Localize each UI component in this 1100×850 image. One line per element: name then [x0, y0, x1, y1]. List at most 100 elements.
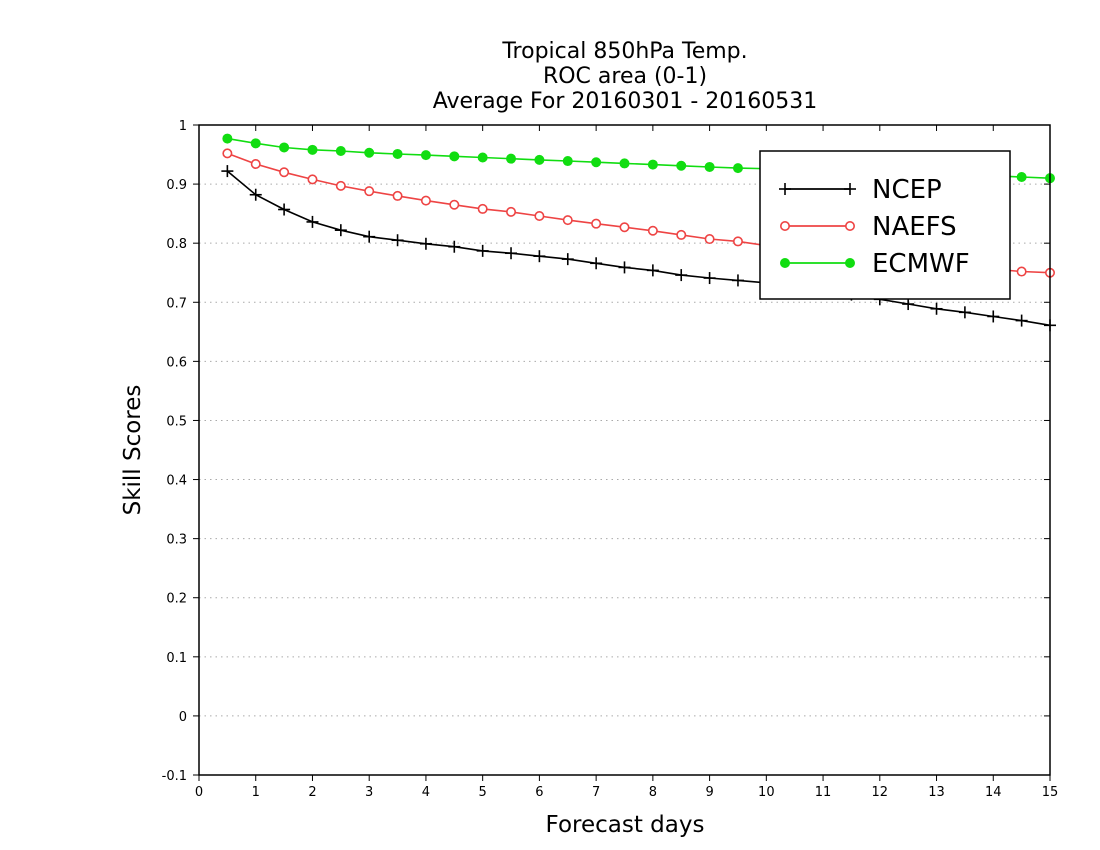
data-point-ncep	[958, 306, 971, 319]
x-tick-label: 13	[928, 785, 945, 800]
data-point-naefs	[591, 218, 602, 229]
data-point-ecmwf	[506, 153, 517, 164]
data-point-ncep	[419, 237, 432, 250]
data-point-naefs	[279, 167, 290, 178]
data-point-ncep	[505, 247, 518, 260]
data-point-naefs	[335, 180, 346, 191]
data-point-ncep	[1015, 314, 1028, 327]
x-tick-label: 15	[1042, 785, 1059, 800]
data-point-naefs	[732, 236, 743, 247]
data-point-ncep	[221, 165, 234, 178]
x-tick-label: 8	[649, 785, 657, 800]
axis-ticks: -0.100.10.20.30.40.50.60.70.80.910 1 2 3 4 5 6…	[162, 119, 1059, 800]
data-point-ncep	[476, 244, 489, 257]
legend-label-ecmwf: ECMWF	[872, 249, 970, 279]
data-point-naefs	[506, 206, 517, 217]
legend: NCEP NAEFS ECMWF	[759, 150, 1011, 300]
y-tick-label: -0.1	[162, 769, 187, 784]
y-tick-label: 0	[179, 710, 187, 725]
data-point-ncep	[731, 274, 744, 287]
legend-marker-ncep	[779, 183, 791, 195]
data-point-naefs	[704, 234, 715, 245]
data-point-ecmwf	[562, 156, 573, 167]
data-point-ecmwf	[222, 133, 233, 144]
x-tick-label: 6	[535, 785, 543, 800]
x-tick-label: 10	[758, 785, 775, 800]
data-point-ecmwf	[647, 159, 658, 170]
legend-label-ncep: NCEP	[872, 175, 942, 205]
y-tick-label: 0.8	[166, 237, 187, 252]
data-point-ecmwf	[250, 138, 261, 149]
data-point-ncep	[278, 203, 291, 216]
data-point-ecmwf	[704, 161, 715, 172]
data-point-ecmwf	[591, 157, 602, 168]
data-point-ecmwf	[335, 146, 346, 156]
data-point-ncep	[987, 310, 1000, 323]
legend-marker-naefs	[779, 221, 790, 232]
data-point-ecmwf	[477, 152, 488, 163]
data-point-ecmwf	[676, 160, 687, 171]
y-axis-label: Skill Scores	[120, 385, 146, 516]
title-line-3: Average For 20160301 - 20160531	[433, 89, 818, 114]
x-tick-label: 14	[985, 785, 1002, 800]
y-tick-label: 0.2	[166, 592, 187, 607]
data-point-naefs	[1016, 266, 1027, 277]
x-tick-label: 4	[422, 785, 430, 800]
y-tick-label: 0.5	[166, 414, 187, 429]
legend-box	[759, 150, 1011, 300]
data-point-ncep	[249, 188, 262, 201]
y-tick-label: 0.4	[166, 474, 187, 489]
data-point-ncep	[902, 298, 915, 311]
data-point-naefs	[307, 174, 318, 185]
data-point-naefs	[420, 195, 431, 206]
x-tick-label: 12	[872, 785, 889, 800]
data-point-ecmwf	[1016, 172, 1027, 182]
data-point-ncep	[590, 257, 603, 270]
plot-frame	[198, 124, 1051, 776]
data-point-naefs	[222, 148, 233, 159]
data-point-ncep	[391, 234, 404, 247]
data-point-ecmwf	[619, 158, 630, 169]
legend-marker-ecmwf	[780, 258, 790, 268]
y-tick-label: 0.1	[166, 651, 187, 666]
title-line-1: Tropical 850hPa Temp.	[501, 39, 747, 64]
legend-marker-naefs	[844, 221, 855, 232]
data-point-naefs	[562, 215, 573, 226]
legend-label-naefs: NAEFS	[872, 212, 957, 242]
data-point-ecmwf	[732, 163, 743, 174]
data-point-naefs	[449, 199, 460, 210]
data-point-ncep	[561, 253, 574, 266]
x-tick-label: 7	[592, 785, 600, 800]
data-point-ecmwf	[449, 151, 460, 162]
x-axis-label: Forecast days	[546, 812, 705, 838]
data-point-ecmwf	[420, 150, 431, 161]
data-point-naefs	[534, 211, 545, 222]
data-point-ecmwf	[392, 148, 403, 159]
x-tick-label: 9	[705, 785, 713, 800]
y-tick-label: 0.3	[166, 533, 187, 548]
data-point-ncep	[618, 261, 631, 274]
data-point-naefs	[647, 225, 658, 236]
x-tick-label: 5	[479, 785, 487, 800]
data-point-ncep	[646, 264, 659, 277]
data-point-naefs	[392, 190, 403, 201]
legend-marker-ecmwf	[845, 258, 855, 268]
data-point-ncep	[703, 272, 716, 285]
data-point-ncep	[363, 230, 376, 243]
data-point-naefs	[250, 159, 261, 170]
y-tick-label: 0.7	[166, 296, 187, 311]
y-tick-label: 0.6	[166, 355, 187, 370]
data-point-ncep	[533, 250, 546, 263]
legend-marker-ncep	[844, 183, 856, 195]
data-point-ncep	[334, 224, 347, 237]
y-tick-label: 1	[179, 119, 187, 134]
data-point-ecmwf	[364, 147, 375, 158]
x-tick-label: 0	[195, 785, 203, 800]
chart-title: Tropical 850hPa Temp. ROC area (0-1) Ave…	[433, 39, 818, 114]
data-point-naefs	[364, 186, 375, 197]
x-tick-label: 3	[365, 785, 373, 800]
data-point-naefs	[619, 222, 630, 233]
data-point-ncep	[448, 240, 461, 253]
data-point-ncep	[306, 215, 319, 228]
